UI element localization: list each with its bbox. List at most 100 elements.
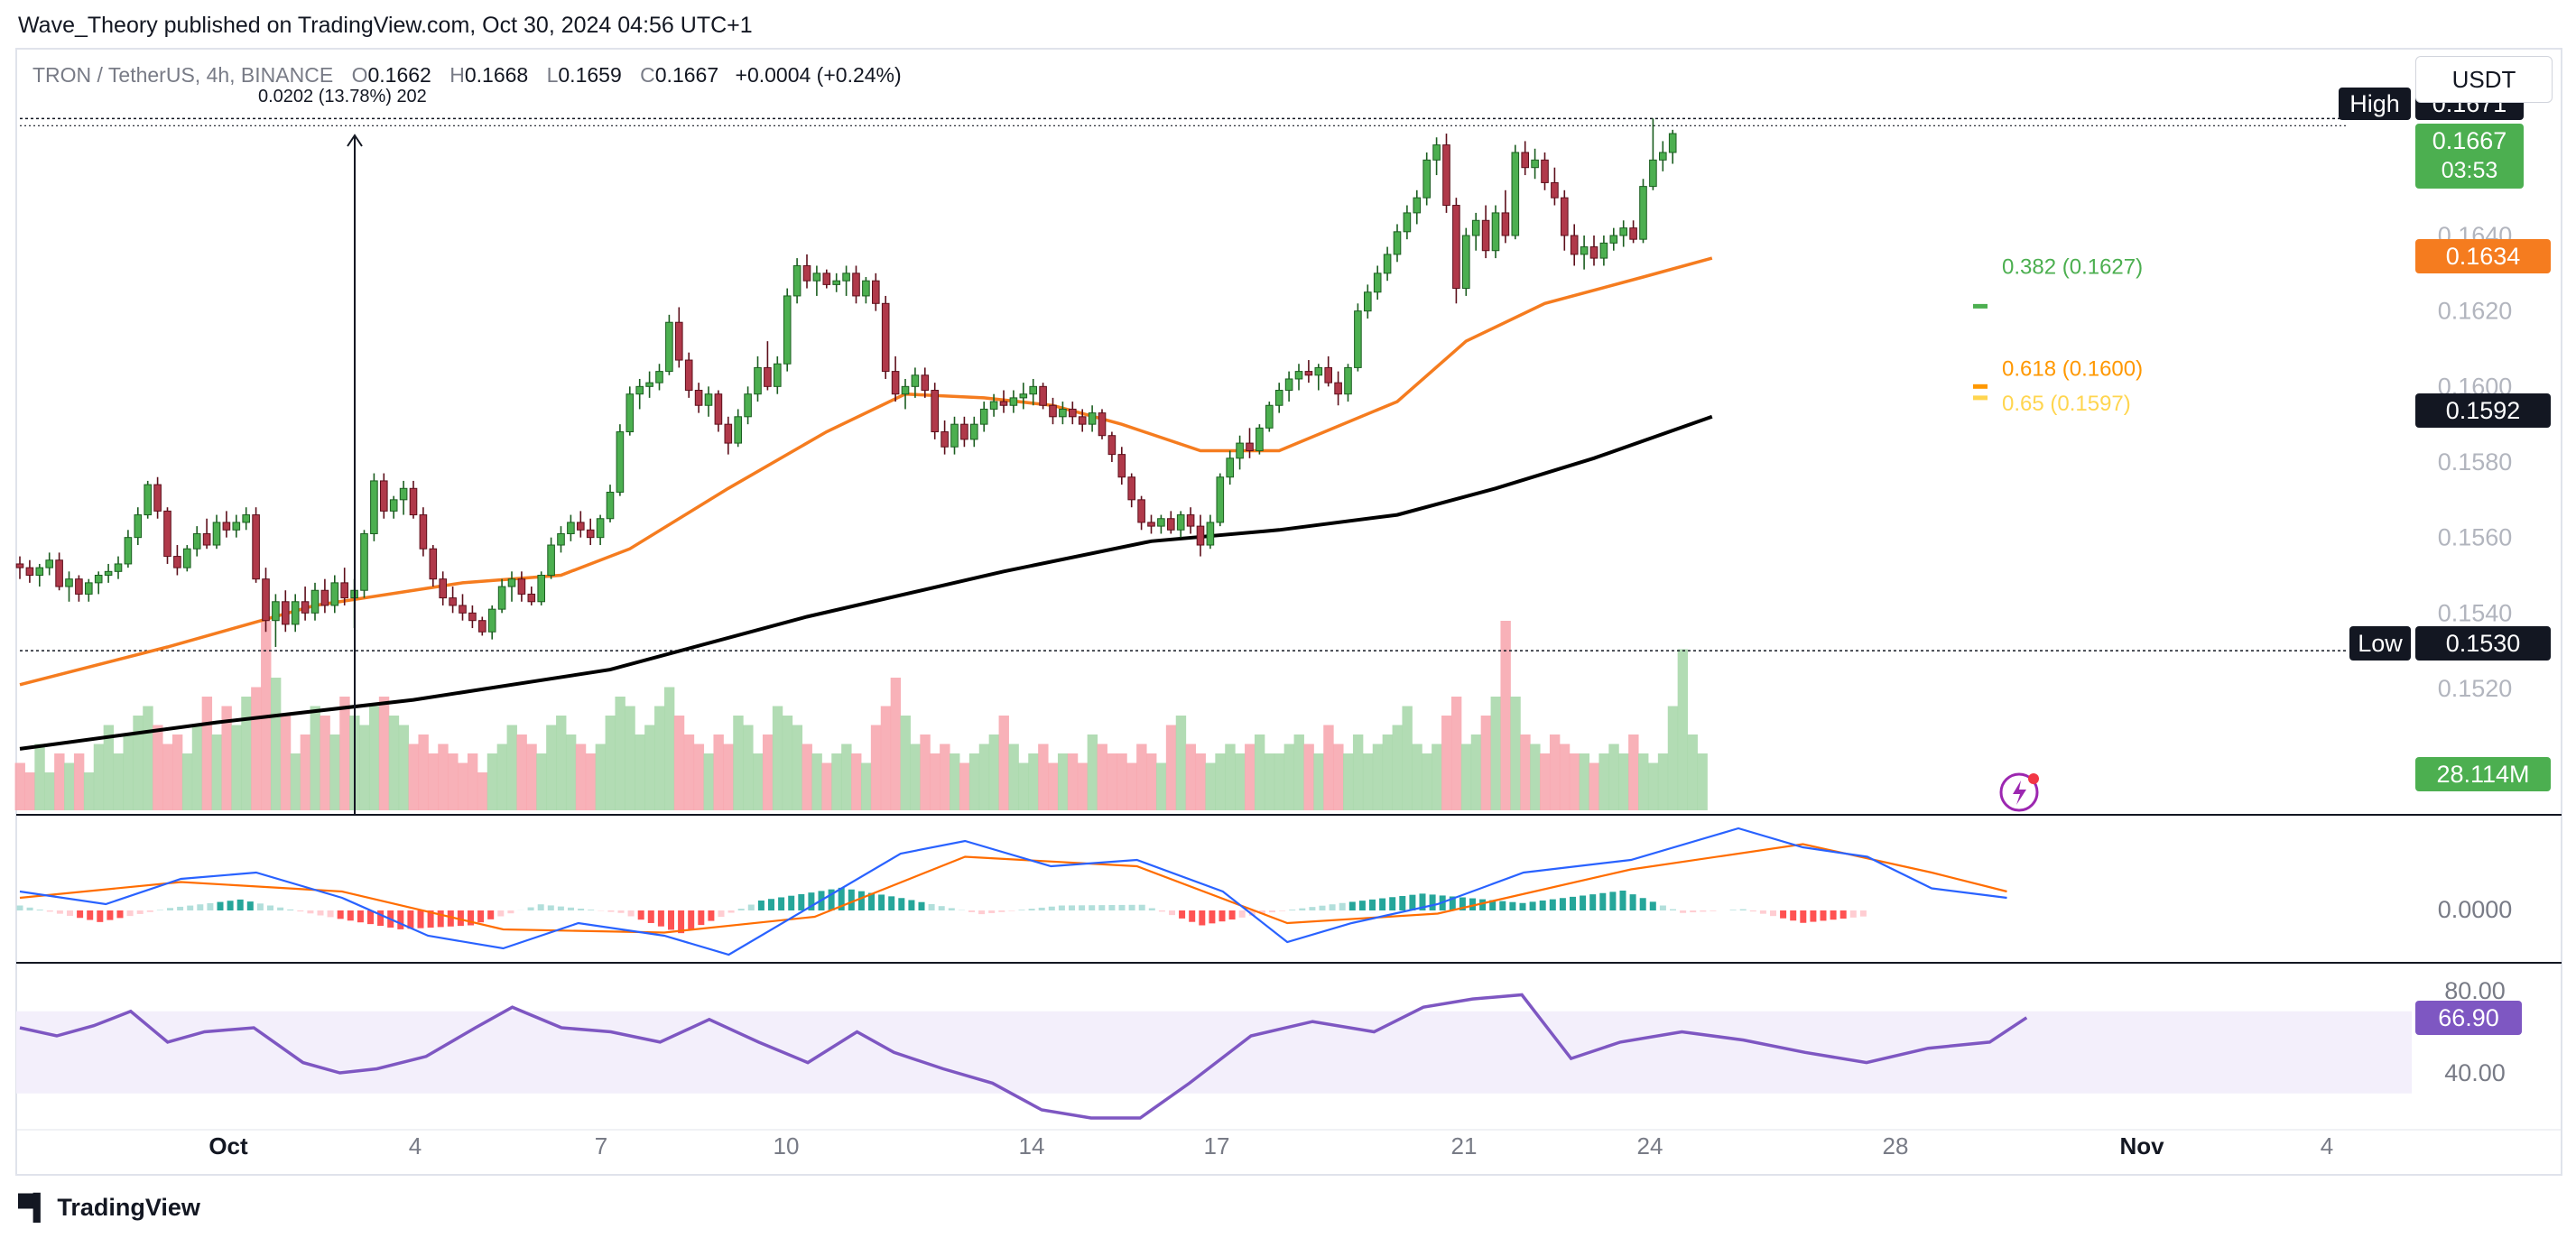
- moving-averages: [19, 256, 1713, 751]
- candle-body: [1216, 476, 1225, 523]
- candle-body: [232, 522, 241, 531]
- macd-hist-bar: [227, 901, 234, 910]
- candle-body: [487, 608, 496, 633]
- volume-bar: [1283, 744, 1295, 810]
- y-tick-label: 0.1560: [2438, 524, 2513, 551]
- macd-hist-bar: [1770, 910, 1776, 917]
- macd-hist-bar: [116, 910, 124, 919]
- candle-body: [1403, 212, 1412, 233]
- macd-hist-bar: [197, 904, 204, 910]
- candle-body: [1246, 442, 1254, 451]
- candle-body: [1039, 385, 1047, 406]
- macd-hist-bar: [357, 910, 364, 923]
- volume-bar: [1480, 716, 1492, 810]
- ema200-tag-bg: [2415, 393, 2551, 428]
- volume-bar: [792, 725, 803, 810]
- volume-bar: [1126, 762, 1137, 810]
- macd-hist-bar: [1499, 901, 1506, 910]
- macd-hist-bar: [427, 910, 434, 928]
- measure-tool[interactable]: [347, 134, 363, 814]
- candle-body: [94, 575, 103, 584]
- macd-hist-bar: [1559, 898, 1566, 910]
- ema50-tag-bg: [2415, 239, 2551, 273]
- close-key: C: [640, 63, 655, 87]
- x-tick-label: 17: [1204, 1132, 1230, 1159]
- macd-hist-bar: [778, 897, 785, 910]
- macd-hist-bar: [727, 910, 735, 913]
- macd-hist-bar: [1148, 908, 1155, 910]
- x-tick-label: 21: [1451, 1132, 1478, 1159]
- candle-body: [1589, 246, 1598, 259]
- volume-bar: [1057, 753, 1069, 810]
- volume-bar: [201, 697, 213, 810]
- candle-body: [1176, 514, 1185, 531]
- candle-body: [783, 295, 792, 365]
- macd-hist-bar: [1058, 905, 1065, 910]
- candle-body: [645, 382, 653, 387]
- macd-hist-bar: [1399, 895, 1406, 910]
- macd-hist-bar: [1138, 904, 1145, 910]
- candle-body: [1196, 525, 1205, 546]
- currency-button[interactable]: USDT: [2415, 56, 2553, 103]
- lightning-icon[interactable]: [1999, 772, 2039, 812]
- volume-bar: [73, 753, 85, 810]
- volume-bar: [556, 716, 567, 810]
- candle-body: [1274, 390, 1283, 406]
- tradingview-logo[interactable]: ▀▍ TradingView: [18, 1193, 200, 1223]
- candle-body: [360, 532, 368, 591]
- candle-body: [153, 484, 162, 512]
- volume-bar: [153, 725, 163, 810]
- volume-bar: [93, 744, 105, 810]
- candlesticks: [15, 118, 1677, 647]
- volume-bar: [1254, 734, 1265, 810]
- macd-hist-bar: [1189, 910, 1196, 922]
- volume-bar: [378, 697, 390, 810]
- volume-bar: [910, 744, 921, 810]
- volume-tag-bg: [2415, 757, 2551, 791]
- macd-hist-bar: [1128, 904, 1135, 910]
- macd-hist-bar: [397, 910, 404, 929]
- candle-body: [45, 559, 54, 568]
- macd-hist-bar: [1389, 897, 1396, 910]
- volume-bar: [1372, 744, 1384, 810]
- candle-body: [950, 423, 959, 448]
- low-value-tag-bg: [2415, 626, 2551, 661]
- macd-hist-bar: [1449, 896, 1456, 910]
- volume-bar: [24, 772, 35, 810]
- symbol-title: TRON / TetherUS, 4h, BINANCE: [32, 63, 334, 87]
- candle-body: [55, 559, 63, 587]
- candle-body: [1147, 522, 1155, 527]
- macd-hist-bar: [1749, 910, 1756, 912]
- volume-bar: [1117, 753, 1127, 810]
- macd-hist-bar: [768, 899, 774, 910]
- volume-bar: [1067, 753, 1079, 810]
- volume-bar: [1412, 744, 1422, 810]
- candle-body: [1344, 366, 1352, 395]
- macd-hist-bar: [1429, 894, 1436, 910]
- volume-bar: [851, 753, 862, 810]
- candle-body: [1088, 412, 1097, 425]
- x-tick-label: 4: [409, 1132, 422, 1159]
- volume-bar: [1155, 762, 1167, 810]
- volume-bar: [320, 716, 330, 810]
- candle-body: [1668, 133, 1677, 153]
- volume-bar: [1687, 734, 1698, 810]
- macd-hist-bar: [1219, 910, 1226, 922]
- volume-bar: [418, 734, 429, 810]
- volume-bar: [1362, 753, 1374, 810]
- macd-hist-bar: [457, 910, 464, 927]
- candle-body: [104, 570, 113, 576]
- candle-body: [891, 371, 900, 395]
- volume-bar: [280, 716, 292, 810]
- candle-body: [1422, 159, 1432, 199]
- macd-hist-bar: [407, 910, 414, 929]
- candle-body: [1432, 144, 1441, 161]
- candle-body: [1236, 442, 1244, 459]
- candle-body: [822, 273, 831, 285]
- macd-hist-bar: [1469, 898, 1476, 910]
- candle-body: [35, 567, 44, 577]
- candle-body: [527, 593, 536, 603]
- macd-hist-bar: [1369, 899, 1376, 910]
- macd-line: [19, 827, 2007, 956]
